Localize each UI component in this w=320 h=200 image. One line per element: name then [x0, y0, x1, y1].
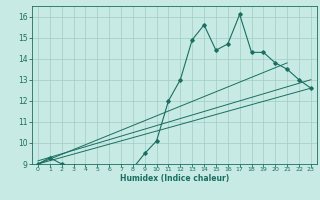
X-axis label: Humidex (Indice chaleur): Humidex (Indice chaleur): [120, 174, 229, 183]
